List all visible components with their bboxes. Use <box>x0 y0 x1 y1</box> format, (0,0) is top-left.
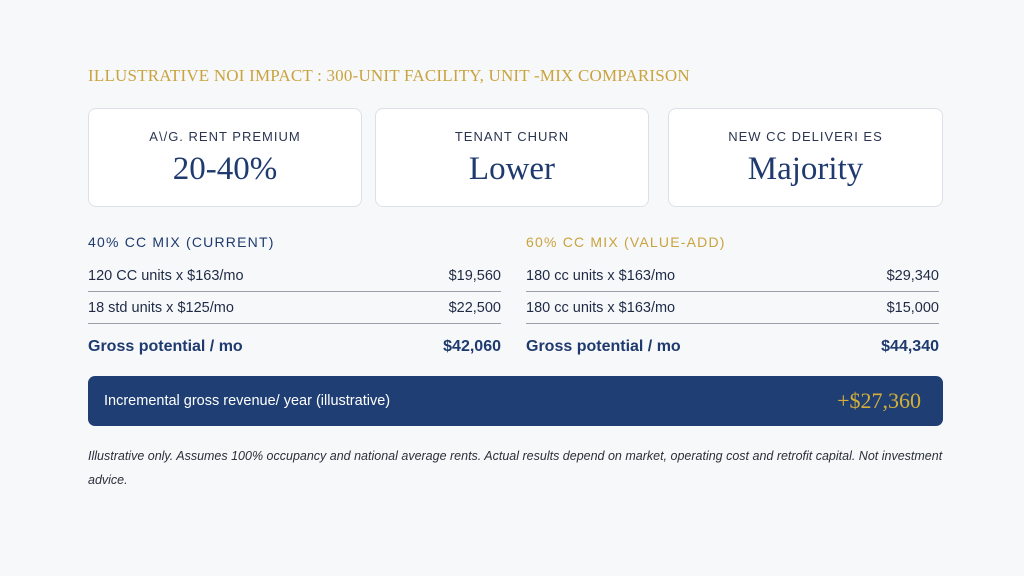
stat-card-value: 20-40% <box>172 151 278 187</box>
stat-card-label: TENANT CHURN <box>454 129 570 144</box>
row-value: $29,340 <box>886 268 939 284</box>
footnote: Illustrative only. Assumes 100% occupanc… <box>88 449 943 487</box>
stat-card-new-cc-deliveries: NEW CC DELIVERI ES Majority <box>668 108 943 207</box>
banner-value: +$27,360 <box>837 388 921 413</box>
stat-card-label: A\/G. RENT PREMIUM <box>149 129 301 144</box>
current-mix-heading: 40% CC MIX (CURRENT) <box>88 234 275 250</box>
incremental-revenue-banner: Incremental gross revenue/ year (illustr… <box>88 376 943 426</box>
row-label: 180 cc units x $163/mo <box>526 268 676 284</box>
row-label: 18 std units x $125/mo <box>88 300 234 316</box>
row-value: $15,000 <box>886 300 939 316</box>
row-label: 120 CC units x $163/mo <box>88 268 244 284</box>
total-value: $44,340 <box>881 338 939 355</box>
table-row: 180 cc units x $163/mo $29,340 <box>526 260 939 292</box>
table-row: 180 cc units x $163/mo $15,000 <box>526 292 939 324</box>
table-row: 18 std units x $125/mo $22,500 <box>88 292 501 324</box>
total-row: Gross potential / mo $42,060 <box>88 330 501 362</box>
stat-card-label: NEW CC DELIVERI ES <box>728 129 883 144</box>
stat-card-value: Majority <box>747 151 864 187</box>
page-title: ILLUSTRATIVE NOI IMPACT : 300-UNIT FACIL… <box>88 66 690 85</box>
stat-card-value: Lower <box>468 151 556 187</box>
total-label: Gross potential / mo <box>88 338 243 355</box>
stat-card-rent-premium: A\/G. RENT PREMIUM 20-40% <box>88 108 362 207</box>
total-value: $42,060 <box>443 338 501 355</box>
table-row: 120 CC units x $163/mo $19,560 <box>88 260 501 292</box>
value-add-mix-heading: 60% CC MIX (VALUE-ADD) <box>526 234 726 250</box>
stat-card-tenant-churn: TENANT CHURN Lower <box>375 108 649 207</box>
total-label: Gross potential / mo <box>526 338 681 355</box>
banner-label: Incremental gross revenue/ year (illustr… <box>104 393 391 409</box>
row-value: $19,560 <box>448 268 501 284</box>
row-value: $22,500 <box>448 300 501 316</box>
total-row: Gross potential / mo $44,340 <box>526 330 939 362</box>
row-label: 180 cc units x $163/mo <box>526 300 676 316</box>
